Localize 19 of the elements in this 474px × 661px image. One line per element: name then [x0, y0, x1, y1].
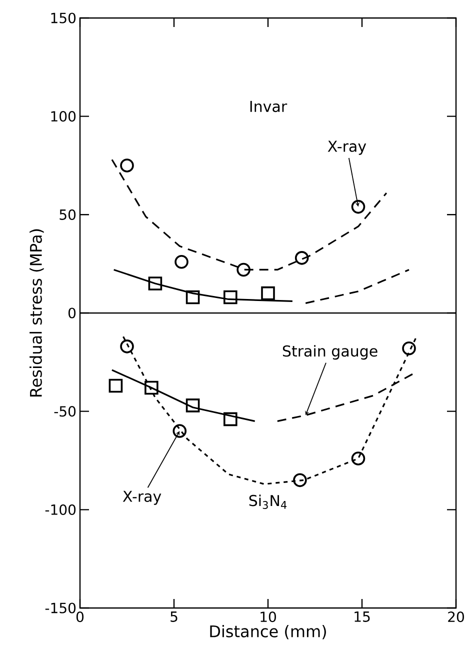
annotation: X-ray — [328, 140, 366, 155]
y-tick-label: 50 — [60, 209, 76, 220]
x-tick-label: 15 — [354, 612, 370, 622]
annotation: X-ray — [122, 490, 162, 505]
x-tick-label: 20 — [448, 612, 464, 622]
annotation: Si$_{3}$N$_{4}$ — [249, 494, 287, 509]
x-tick-label: 10 — [260, 612, 276, 622]
y-tick-label: -100 — [45, 504, 76, 515]
y-axis-title: Residual stress (MPa) — [30, 229, 44, 396]
x-tick-label: 5 — [170, 612, 178, 622]
y-tick-label: 100 — [51, 111, 76, 122]
y-tick-label: -150 — [45, 602, 76, 614]
y-tick-label: 150 — [51, 12, 76, 24]
annotation: Invar — [250, 100, 288, 112]
x-axis-title: Distance (mm) — [210, 624, 326, 640]
x-tick-label: 0 — [76, 612, 84, 622]
y-tick-label: -50 — [54, 406, 76, 417]
y-tick-label: 0 — [68, 308, 76, 318]
annotation: Strain gauge — [282, 345, 378, 360]
